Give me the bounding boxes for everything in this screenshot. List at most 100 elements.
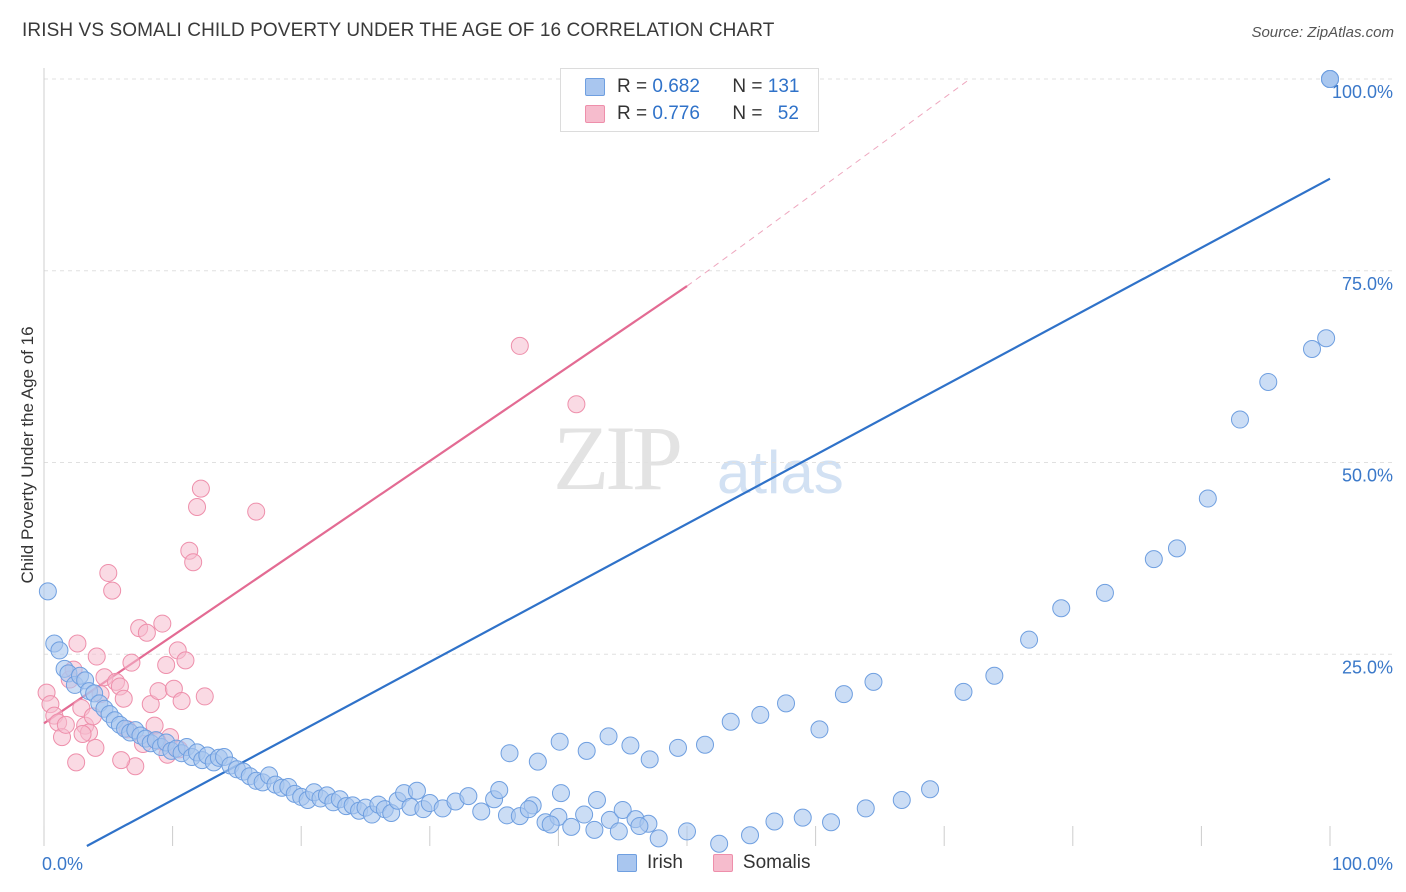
irish-point — [609, 822, 628, 841]
irish-point — [793, 808, 812, 827]
somalis-point — [137, 623, 156, 642]
irish-swatch — [585, 78, 605, 96]
legend-row-somalis: R = 0.776 N = 52 — [585, 101, 799, 127]
irish-point — [668, 738, 687, 757]
irish-point — [741, 826, 760, 845]
irish-point — [864, 672, 883, 691]
irish-point — [1144, 550, 1163, 569]
irish-point — [500, 744, 519, 763]
irish-point — [1230, 410, 1249, 429]
irish-n-value: 131 — [767, 76, 800, 97]
irish-point — [765, 812, 784, 831]
irish-point — [528, 752, 547, 771]
somalis-point — [149, 682, 168, 701]
irish-point — [678, 822, 696, 841]
irish-point — [1198, 489, 1217, 508]
series-legend: Irish Somalis — [617, 852, 840, 874]
irish-point — [1052, 599, 1071, 618]
stats-legend: R = 0.682 N = 131 R = 0.776 N = 52 — [560, 68, 819, 132]
irish-point — [519, 800, 538, 819]
somalis-trend-extension — [686, 78, 971, 287]
trend-lines — [43, 78, 1331, 847]
somalis-point — [68, 634, 87, 653]
irish-r-label: R = — [617, 76, 648, 97]
somalis-point — [172, 692, 191, 711]
axis-tick-labels: 25.0% 50.0% 75.0% 100.0% 0.0% 100.0% — [42, 82, 1393, 874]
irish-point — [613, 800, 632, 819]
watermark-zip: ZIP — [553, 407, 683, 509]
somalis-n-label: N = — [732, 103, 763, 124]
somalis-point — [103, 581, 122, 600]
irish-point — [1317, 329, 1336, 348]
irish-point — [710, 834, 729, 853]
irish-point — [810, 720, 829, 739]
irish-point — [921, 780, 940, 799]
irish-points — [38, 70, 1339, 853]
y-tick-label: 100.0% — [1332, 82, 1393, 102]
somalis-point — [184, 553, 203, 572]
x-tick-label: 0.0% — [42, 854, 83, 874]
irish-point — [630, 817, 649, 836]
irish-point — [892, 790, 911, 809]
irish-point — [1020, 630, 1039, 649]
irish-point — [551, 784, 570, 803]
somalis-point — [114, 689, 133, 708]
irish-point — [585, 820, 604, 839]
y-tick-label: 50.0% — [1342, 466, 1393, 486]
irish-point — [562, 817, 581, 836]
irish-point — [459, 787, 478, 806]
irish-point — [621, 736, 640, 755]
irish-point — [50, 641, 69, 660]
gridlines — [43, 68, 1393, 846]
legend-item-somalis[interactable]: Somalis — [712, 852, 811, 874]
irish-point — [640, 750, 659, 769]
somalis-point — [87, 647, 106, 666]
irish-point — [1259, 372, 1278, 391]
x-tick-label: 100.0% — [1332, 854, 1393, 874]
irish-point — [407, 781, 426, 800]
irish-point — [472, 802, 491, 821]
irish-point — [856, 799, 875, 818]
irish-point — [1302, 339, 1321, 358]
somalis-points — [37, 336, 586, 776]
irish-point — [1095, 583, 1114, 602]
somalis-point — [157, 655, 176, 674]
somalis-legend-label: Somalis — [742, 852, 811, 873]
irish-point — [822, 813, 841, 832]
irish-point — [954, 682, 973, 701]
irish-point — [575, 805, 594, 824]
irish-point — [490, 781, 509, 800]
somalis-point — [67, 753, 86, 772]
somalis-point — [122, 653, 141, 672]
irish-legend-swatch — [617, 854, 637, 872]
somalis-point — [510, 336, 529, 355]
irish-trend-line — [86, 177, 1331, 847]
irish-point — [696, 735, 715, 754]
somalis-point — [112, 751, 131, 770]
irish-point — [587, 790, 606, 809]
y-tick-label: 75.0% — [1342, 274, 1393, 294]
somalis-point — [567, 395, 586, 414]
somalis-point — [153, 614, 172, 633]
somalis-point — [188, 497, 207, 516]
somalis-swatch — [585, 105, 605, 123]
somalis-point — [191, 479, 210, 498]
irish-point — [777, 694, 796, 713]
irish-point — [1167, 539, 1186, 558]
legend-item-irish[interactable]: Irish — [617, 852, 683, 874]
somalis-point — [99, 563, 118, 582]
somalis-trend-line — [43, 285, 688, 725]
irish-legend-label: Irish — [647, 852, 683, 873]
irish-point — [649, 829, 668, 848]
somalis-point — [73, 725, 92, 744]
somalis-legend-swatch — [712, 854, 733, 872]
irish-r-value: 0.682 — [652, 76, 700, 97]
somalis-n-value: 52 — [777, 103, 799, 124]
irish-point — [1321, 70, 1339, 88]
irish-point — [38, 582, 57, 601]
irish-point — [721, 712, 740, 731]
somalis-r-label: R = — [617, 103, 648, 124]
irish-point — [541, 815, 560, 834]
somalis-point — [86, 738, 105, 757]
